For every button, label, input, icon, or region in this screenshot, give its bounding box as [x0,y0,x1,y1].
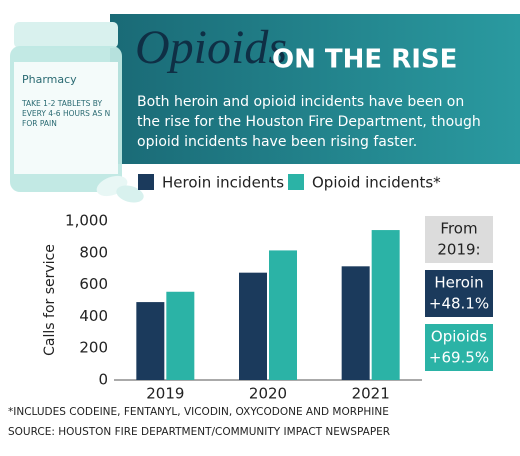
x-tick-label: 2019 [146,385,184,403]
annotation-text: +69.5% [429,349,489,367]
bar [341,266,370,380]
chart-title-rest: ON THE RISE [272,45,457,75]
y-tick-label: 800 [79,243,108,261]
y-axis-label: Calls for service [42,244,58,356]
chart-title: Opioids [135,21,287,74]
annotation-text: Heroin [434,274,483,292]
legend-swatch [138,174,154,190]
x-tick-label: 2020 [249,385,287,403]
y-tick-label: 600 [79,275,108,293]
annotation-text: 2019: [437,241,480,259]
y-tick-label: 400 [79,307,108,325]
legend-label: Opioid incidents* [312,174,441,192]
annotation-text: Opioids [431,328,487,346]
subtitle: opioid incidents have been rising faster… [137,134,417,150]
annotation-text: +48.1% [429,295,489,313]
bottle-text: TAKE 1-2 TABLETS BY [21,99,102,108]
bar [166,291,195,380]
y-tick-label: 200 [79,339,108,357]
footnote: *INCLUDES CODEINE, FENTANYL, VICODIN, OX… [8,406,389,418]
bottle-text: Pharmacy [22,73,77,86]
y-tick-label: 1,000 [65,212,108,230]
bar [136,302,165,380]
annotation-box [425,216,493,263]
footnote: SOURCE: HOUSTON FIRE DEPARTMENT/COMMUNIT… [8,426,390,438]
bar [239,272,267,380]
bottle-text: FOR PAIN [22,119,57,128]
bar [269,250,297,380]
legend-swatch [288,174,304,190]
subtitle: Both heroin and opioid incidents have be… [137,94,464,110]
x-tick-label: 2021 [352,385,390,403]
annotation-text: From [440,220,477,238]
y-tick-label: 0 [98,371,108,389]
bar [371,230,400,380]
annotation-box [425,324,493,371]
pill-bottle: Pharmacy TAKE 1-2 TABLETS BY EVERY 4-6 H… [10,22,144,203]
subtitle: the rise for the Houston Fire Department… [137,114,481,130]
bottle-text: EVERY 4-6 HOURS AS N [22,109,110,118]
legend-label: Heroin incidents [162,174,284,192]
annotation-box [425,270,493,317]
banner [110,14,520,164]
